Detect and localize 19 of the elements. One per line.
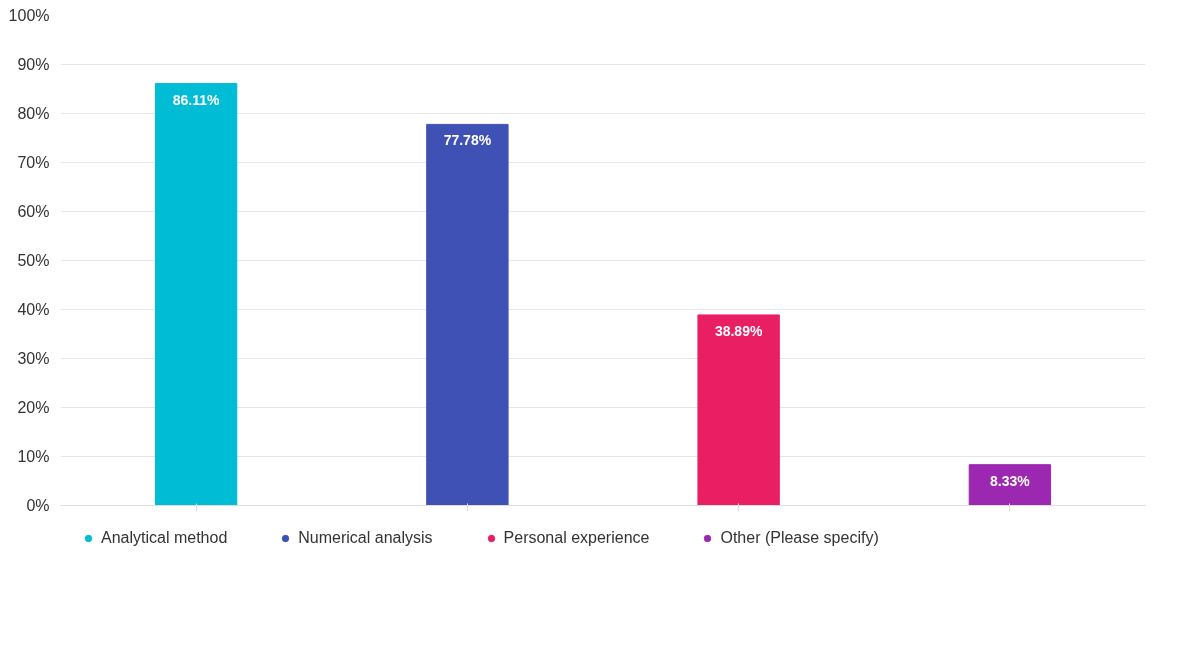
y-tick-label: 10% [17,448,50,465]
data-label: 38.89% [714,322,763,339]
legend-label: Other (Please specify) [720,528,879,547]
y-tick-label: 30% [17,350,50,367]
y-tick-label: 50% [17,252,50,269]
legend-label: Numerical analysis [298,528,433,547]
legend-label: Analytical method [101,528,228,547]
y-tick-label: 20% [17,399,50,416]
y-tick-label: 100% [8,7,50,24]
data-label: 86.11% [172,91,221,108]
data-label: 8.33% [990,472,1031,489]
y-tick-label: 90% [17,56,50,73]
y-tick-label: 80% [17,105,50,122]
y-tick-label: 60% [17,203,50,220]
y-tick-label: 70% [17,154,50,171]
legend-label: Personal experience [503,528,650,547]
y-tick-label: 40% [17,301,50,318]
data-label: 77.78% [443,132,492,149]
y-tick-label: 0% [26,497,50,514]
